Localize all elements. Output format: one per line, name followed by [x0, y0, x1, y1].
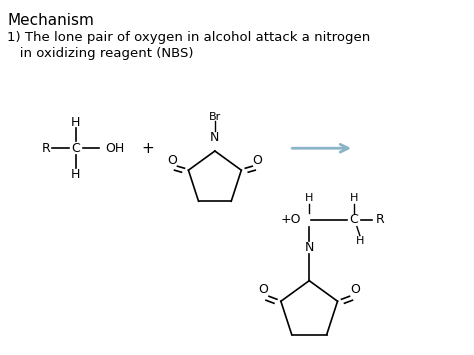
Text: C: C: [349, 213, 358, 226]
Text: O: O: [168, 154, 177, 167]
Text: H: H: [71, 168, 81, 181]
Text: O: O: [350, 283, 360, 296]
Text: C: C: [72, 142, 80, 155]
Text: N: N: [210, 131, 219, 144]
Text: O: O: [252, 154, 262, 167]
Text: Br: Br: [209, 113, 221, 122]
Text: H: H: [350, 193, 358, 203]
Text: R: R: [376, 213, 384, 226]
Text: +O: +O: [281, 213, 301, 226]
Text: OH: OH: [106, 142, 125, 155]
Text: +: +: [141, 141, 154, 156]
Text: Mechanism: Mechanism: [7, 13, 94, 28]
Text: N: N: [304, 241, 314, 254]
Text: 1) The lone pair of oxygen in alcohol attack a nitrogen: 1) The lone pair of oxygen in alcohol at…: [7, 31, 371, 44]
Text: H: H: [71, 116, 81, 129]
Text: H: H: [356, 236, 364, 246]
Text: H: H: [305, 193, 313, 203]
Text: in oxidizing reagent (NBS): in oxidizing reagent (NBS): [7, 47, 194, 60]
Text: O: O: [258, 283, 268, 296]
Text: R: R: [42, 142, 50, 155]
